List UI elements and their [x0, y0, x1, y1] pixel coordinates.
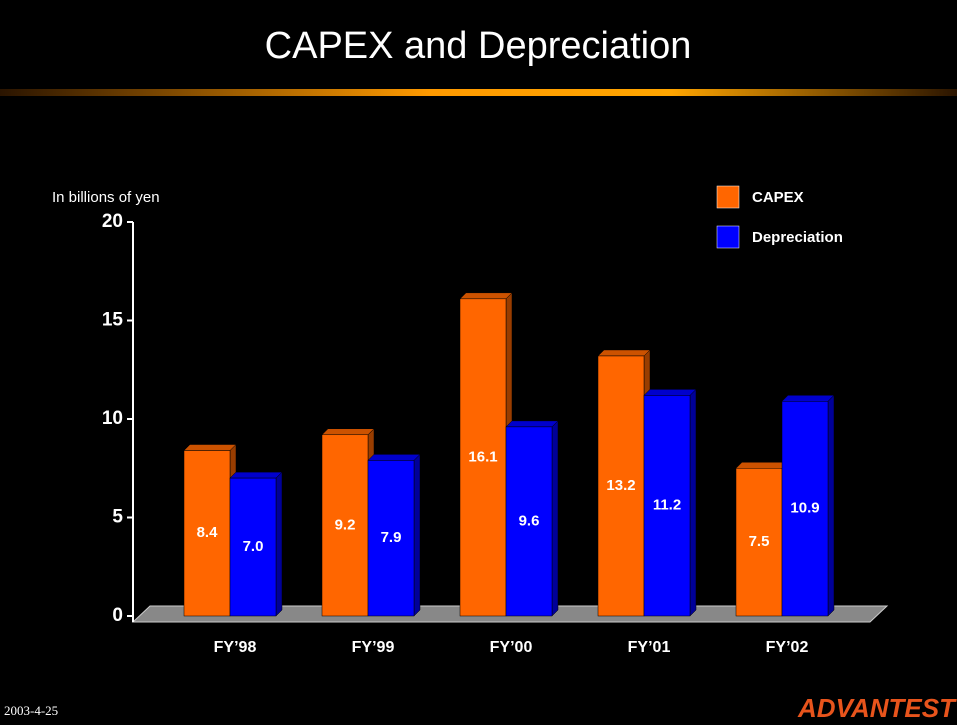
bar-front: [505, 426, 553, 617]
x-tick-label: FY’02: [766, 639, 809, 656]
value-label: 16.1: [468, 448, 497, 465]
legend-label: CAPEX: [752, 189, 804, 206]
bar-front: [459, 298, 507, 617]
bar-front: [229, 477, 277, 617]
bar-side: [551, 420, 559, 617]
bar-front: [597, 355, 645, 617]
value-label: 9.2: [335, 516, 356, 533]
bar-side: [413, 453, 421, 617]
bar-top: [597, 349, 651, 357]
bar-top: [781, 395, 835, 402]
bar-top: [367, 454, 421, 461]
value-label: 10.9: [790, 500, 819, 517]
bar-top: [643, 389, 697, 396]
value-label: 7.5: [749, 533, 770, 550]
value-label: 7.9: [381, 529, 402, 546]
y-tick-label: 0: [112, 605, 123, 626]
title-rule: [0, 89, 957, 96]
bar-top: [505, 420, 559, 428]
bar-side: [827, 394, 835, 617]
bar: [367, 453, 421, 617]
bar-top: [229, 471, 283, 479]
x-tick-label: FY’98: [214, 639, 257, 656]
value-label: 11.2: [653, 497, 681, 514]
footer-date: 2003-4-25: [4, 703, 58, 718]
bar-top: [321, 428, 375, 436]
legend-swatch: [716, 185, 740, 209]
value-label: 7.0: [243, 538, 264, 555]
bar-top: [459, 292, 513, 300]
y-axis-label: In billions of yen: [52, 189, 160, 206]
y-tick-label: 5: [112, 507, 123, 528]
bar-front: [183, 450, 231, 617]
logo: ADVANTEST: [797, 693, 957, 723]
y-tick-label: 15: [102, 310, 124, 331]
bar-front: [321, 434, 369, 617]
legend-label: Depreciation: [752, 229, 843, 246]
x-tick-label: FY’00: [490, 639, 533, 656]
bar-front: [781, 401, 829, 617]
bar-top: [735, 462, 789, 469]
value-label: 9.6: [519, 512, 540, 529]
bar: [505, 420, 559, 617]
x-tick-label: FY’99: [352, 639, 395, 656]
legend-swatch: [716, 225, 740, 249]
value-label: 13.2: [606, 477, 635, 494]
bar-front: [735, 468, 783, 617]
bar-front: [367, 460, 415, 617]
bar-side: [689, 388, 697, 617]
y-tick-label: 10: [102, 408, 123, 429]
bar: [781, 394, 835, 617]
bar: [643, 388, 697, 617]
bar-side: [275, 471, 283, 617]
value-label: 8.4: [197, 524, 219, 541]
x-tick-label: FY’01: [628, 639, 671, 656]
y-tick-label: 20: [102, 211, 123, 232]
bar-front: [643, 395, 691, 617]
bar-top: [183, 444, 237, 451]
bar: [229, 471, 283, 617]
chart-title: CAPEX and Depreciation: [265, 25, 692, 67]
